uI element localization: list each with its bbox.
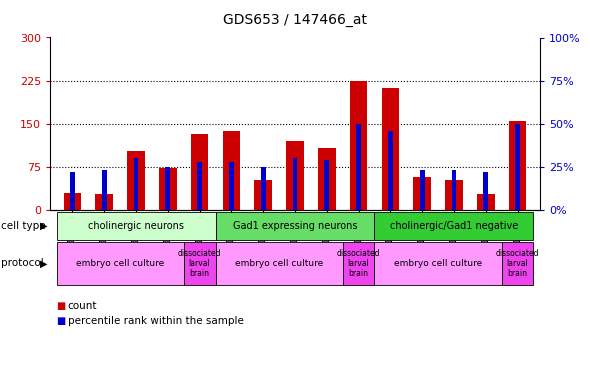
Text: dissociated
larval
brain: dissociated larval brain (178, 249, 221, 278)
Bar (101, 170, 107, 210)
Bar (57, 212, 215, 240)
Bar (191, 134, 208, 210)
Text: count: count (68, 301, 97, 310)
Bar (502, 242, 533, 285)
Text: embryo cell culture: embryo cell culture (394, 259, 482, 268)
Bar (318, 148, 336, 210)
Bar (414, 177, 431, 210)
Text: ▶: ▶ (40, 221, 48, 231)
Bar (254, 180, 272, 210)
Text: GDS653 / 147466_at: GDS653 / 147466_at (223, 13, 367, 27)
Text: Gad1 expressing neurons: Gad1 expressing neurons (232, 221, 358, 231)
Bar (324, 160, 329, 210)
Text: percentile rank within the sample: percentile rank within the sample (68, 316, 244, 326)
Bar (356, 124, 361, 210)
Bar (261, 167, 266, 210)
Bar (183, 242, 215, 285)
Bar (286, 141, 304, 210)
Text: protocol: protocol (1, 258, 44, 268)
Bar (388, 130, 393, 210)
Text: ■: ■ (56, 316, 65, 326)
Text: cell type: cell type (1, 221, 46, 231)
Bar (165, 167, 171, 210)
Bar (70, 172, 75, 210)
Bar (229, 162, 234, 210)
Bar (133, 158, 139, 210)
Bar (64, 193, 81, 210)
Bar (96, 194, 113, 210)
Text: ■: ■ (56, 301, 65, 310)
Bar (215, 212, 375, 240)
Bar (343, 242, 375, 285)
Text: cholinergic/Gad1 negative: cholinergic/Gad1 negative (390, 221, 518, 231)
Bar (419, 170, 425, 210)
Bar (451, 170, 457, 210)
Bar (293, 158, 297, 210)
Bar (477, 194, 494, 210)
Bar (215, 242, 343, 285)
Bar (509, 121, 526, 210)
Text: embryo cell culture: embryo cell culture (76, 259, 164, 268)
Text: embryo cell culture: embryo cell culture (235, 259, 323, 268)
Bar (515, 124, 520, 210)
Bar (159, 168, 176, 210)
Bar (350, 81, 368, 210)
Text: dissociated
larval
brain: dissociated larval brain (496, 249, 539, 278)
Bar (127, 151, 145, 210)
Bar (375, 212, 533, 240)
Bar (382, 87, 399, 210)
Bar (57, 242, 183, 285)
Bar (197, 162, 202, 210)
Text: dissociated
larval
brain: dissociated larval brain (337, 249, 381, 278)
Bar (445, 180, 463, 210)
Bar (222, 131, 240, 210)
Bar (483, 172, 489, 210)
Text: ▶: ▶ (40, 258, 48, 268)
Text: cholinergic neurons: cholinergic neurons (88, 221, 184, 231)
Bar (375, 242, 501, 285)
